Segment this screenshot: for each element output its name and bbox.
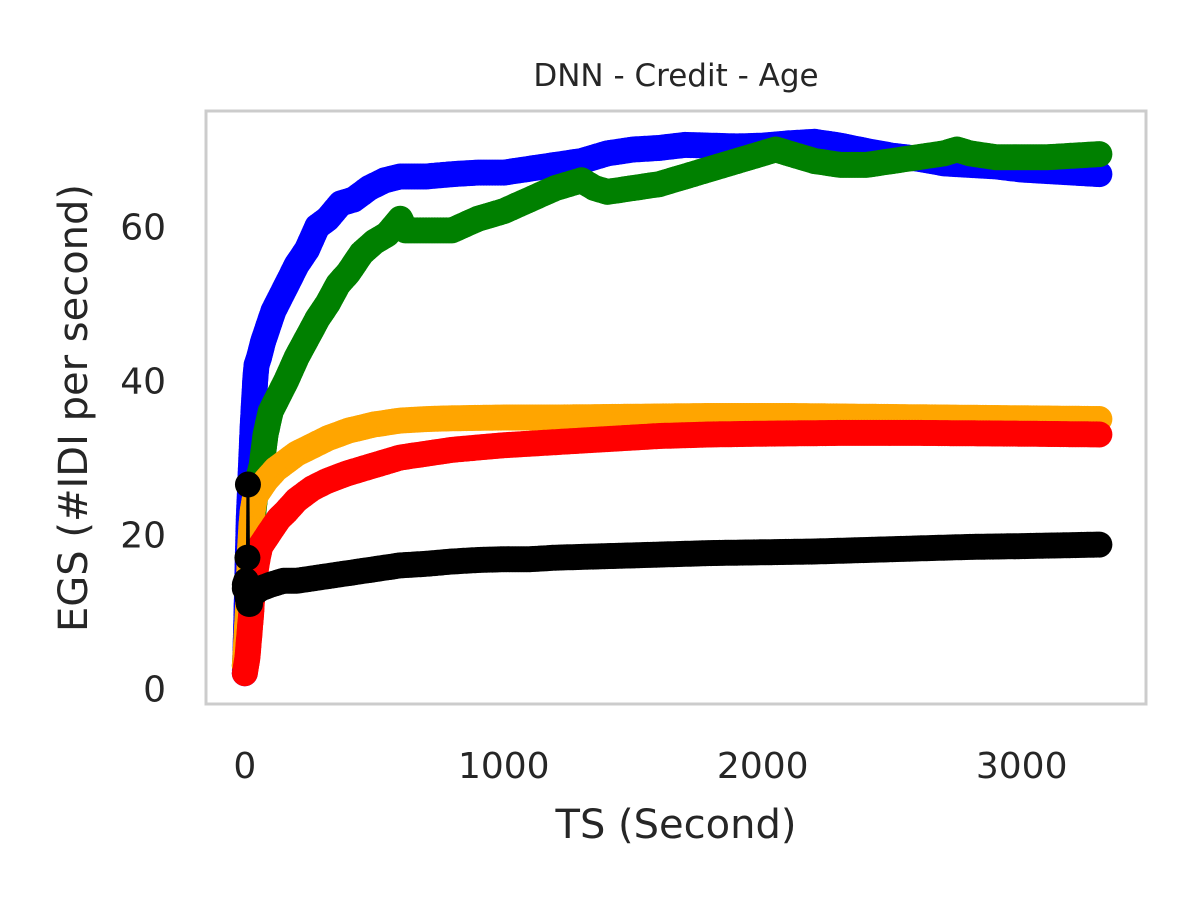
x-tick-label: 3000 xyxy=(976,746,1068,787)
plot-area-frame xyxy=(204,109,1148,706)
series-4-point xyxy=(234,471,261,498)
series-4-point xyxy=(237,590,264,617)
series-4-marker xyxy=(1086,531,1113,558)
series-1-marker xyxy=(1086,141,1113,168)
y-axis-label: EGS (#IDI per second) xyxy=(51,184,97,632)
y-axis-ticks: 0 20 40 60 xyxy=(120,208,166,711)
series-4-point xyxy=(234,544,261,571)
x-tick-label: 2000 xyxy=(717,746,809,787)
series-0-marker xyxy=(1086,161,1113,188)
series-1 xyxy=(231,136,1113,679)
y-tick-label: 0 xyxy=(143,670,166,711)
series-4 xyxy=(231,471,1113,617)
x-tick-label: 1000 xyxy=(458,746,550,787)
data-marks xyxy=(231,128,1113,687)
series-3-marker xyxy=(1086,421,1113,448)
x-axis-label: TS (Second) xyxy=(555,802,797,848)
y-tick-label: 20 xyxy=(120,516,166,557)
y-tick-label: 40 xyxy=(120,362,166,403)
x-tick-label: 0 xyxy=(233,746,256,787)
x-axis-ticks: 0 1000 2000 3000 xyxy=(233,746,1067,787)
chart-title: DNN - Credit - Age xyxy=(533,58,818,94)
y-tick-label: 60 xyxy=(120,208,166,249)
